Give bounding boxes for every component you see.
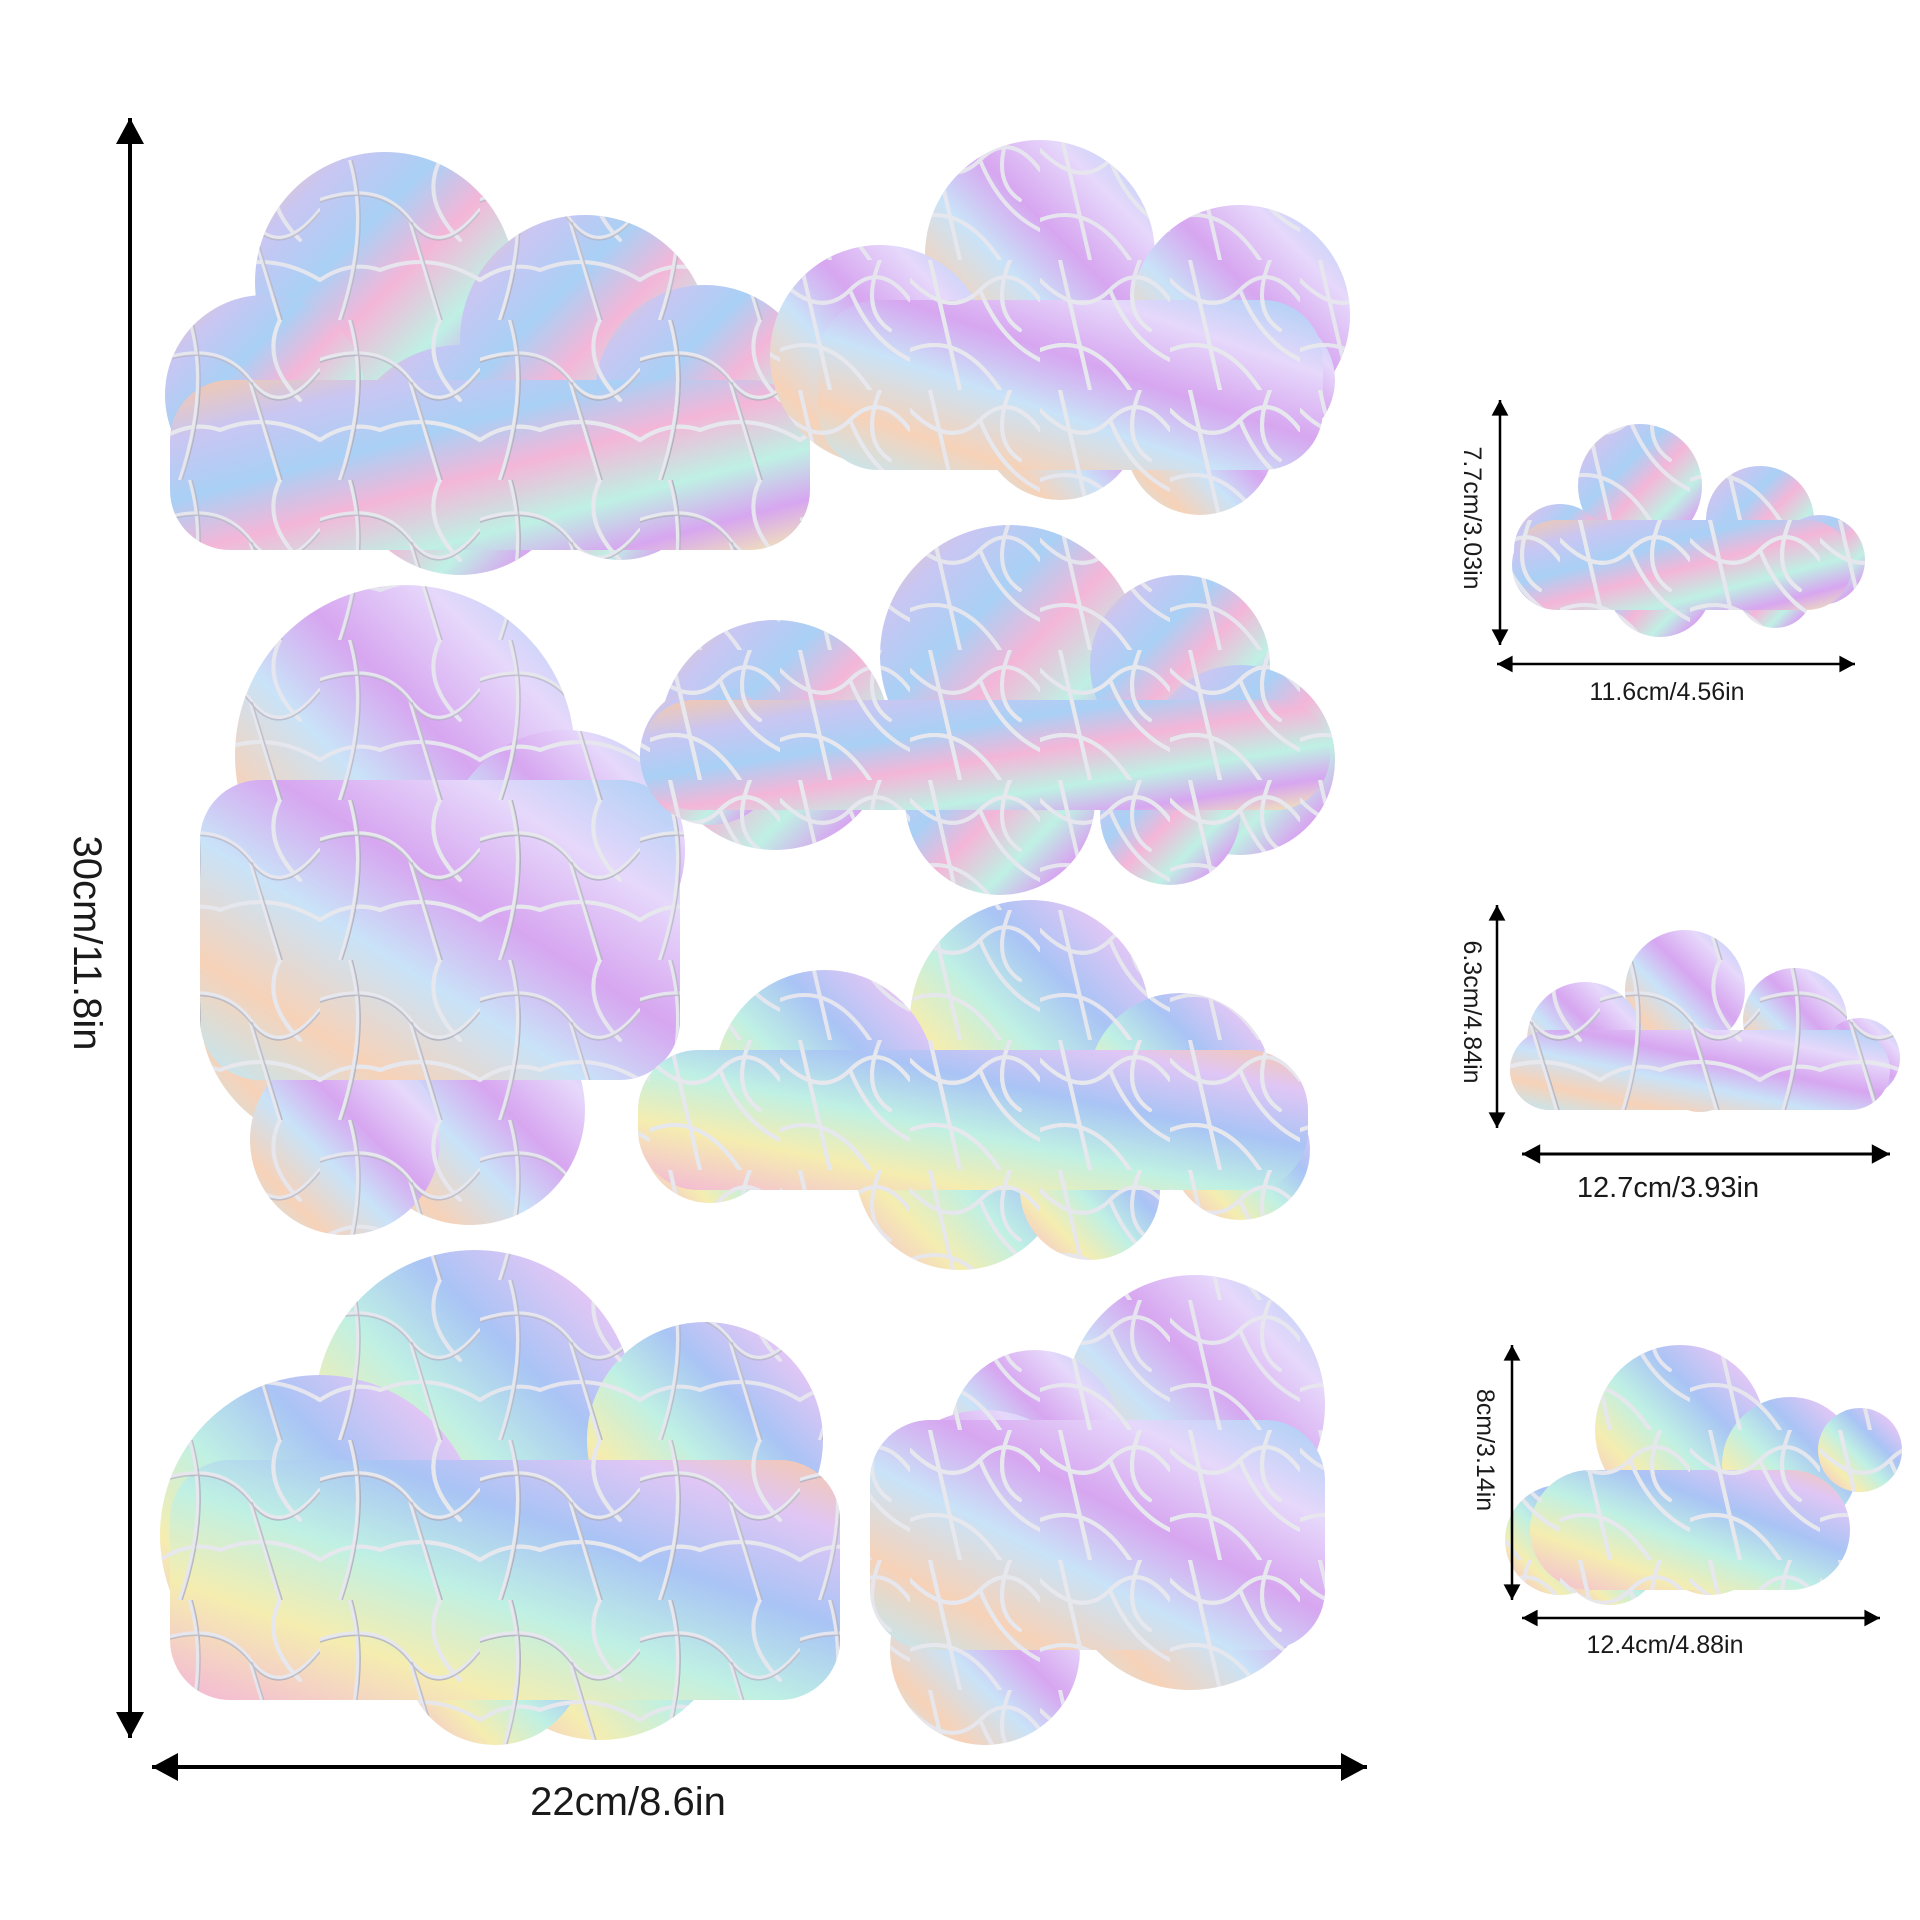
cloud-sticker-6 — [160, 1250, 840, 1745]
callout-2-height-label: 6.3cm/4.84in — [1458, 940, 1486, 1083]
cloud-sticker-small-1 — [1512, 424, 1865, 637]
callout-2-width-arrow — [1522, 1144, 1890, 1164]
callout-2-height-arrow — [1488, 905, 1506, 1128]
dimension-arrows — [116, 118, 1890, 1781]
callout-1-height-arrow — [1491, 400, 1509, 645]
callout-3-width-arrow — [1522, 1609, 1880, 1627]
cloud-stickers — [160, 140, 1902, 1745]
cloud-sticker-small-2 — [1510, 930, 1900, 1112]
main-width-arrow — [152, 1753, 1367, 1781]
callout-3-height-label: 8cm/3.14in — [1471, 1389, 1499, 1511]
main-height-arrow — [116, 118, 144, 1738]
cloud-sticker-2 — [770, 140, 1350, 515]
cloud-sticker-small-3 — [1505, 1345, 1902, 1605]
callout-1-height-label: 7.7cm/3.03in — [1458, 446, 1486, 589]
cloud-sticker-5 — [638, 900, 1310, 1270]
main-width-label: 22cm/8.6in — [530, 1780, 726, 1824]
callout-1-width-label: 11.6cm/4.56in — [1589, 678, 1744, 706]
callout-3-height-arrow — [1503, 1345, 1521, 1600]
callout-3-width-label: 12.4cm/4.88in — [1586, 1631, 1743, 1659]
callout-1-width-arrow — [1497, 655, 1855, 673]
cloud-sticker-4 — [640, 525, 1335, 895]
cloud-sticker-3 — [200, 585, 685, 1235]
cloud-sticker-1 — [165, 152, 815, 575]
callout-2-width-label: 12.7cm/3.93in — [1577, 1172, 1759, 1204]
cloud-sticker-7 — [870, 1275, 1325, 1745]
main-height-label: 30cm/11.8in — [65, 836, 109, 1051]
